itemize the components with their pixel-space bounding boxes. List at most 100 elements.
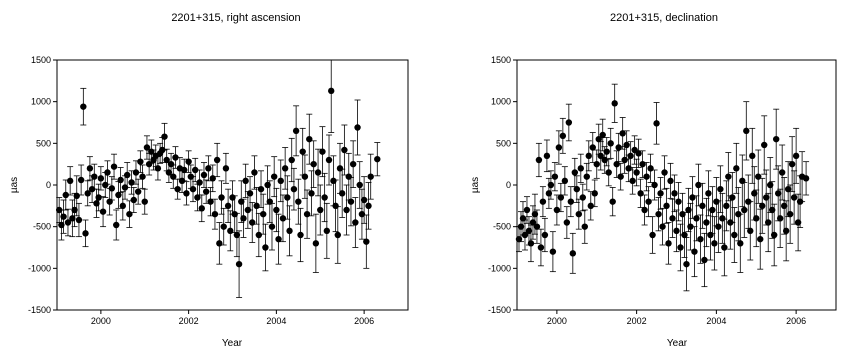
data-point (257, 185, 265, 193)
data-point (292, 127, 300, 135)
data-point (306, 135, 313, 143)
data-point (786, 210, 794, 218)
x-tick-label: 2004 (706, 316, 726, 326)
data-point (264, 181, 271, 189)
data-point (275, 235, 282, 243)
data-point (328, 87, 335, 95)
data-point (240, 215, 247, 222)
data-point (181, 166, 188, 174)
data-point (715, 223, 722, 230)
data-point (581, 223, 588, 230)
data-point (591, 190, 598, 197)
data-point (609, 198, 616, 205)
data-point (687, 223, 694, 230)
data-point (571, 169, 579, 176)
data-point (699, 202, 706, 210)
data-point (299, 148, 306, 155)
data-point (134, 188, 142, 195)
data-point (108, 185, 116, 192)
data-point (595, 135, 602, 143)
data-point (535, 156, 543, 164)
data-point (102, 181, 109, 189)
data-point (356, 181, 363, 189)
data-point (192, 166, 199, 174)
x-tick-label: 2002 (627, 316, 647, 326)
data-point (729, 194, 736, 201)
data-point (723, 202, 730, 210)
data-point (354, 124, 361, 131)
data-point (119, 202, 127, 210)
data-point (288, 156, 295, 164)
data-point (543, 152, 551, 160)
data-point (557, 194, 565, 201)
y-tick-label: -1000 (28, 263, 51, 273)
data-point (317, 206, 324, 214)
data-point (589, 144, 596, 151)
data-point (227, 227, 234, 235)
data-point (80, 103, 87, 110)
x-tick-label: 2002 (179, 316, 199, 326)
data-point (297, 231, 304, 239)
data-point (86, 165, 94, 172)
data-point (523, 206, 531, 214)
data-point (126, 210, 133, 218)
data-point (270, 173, 278, 180)
data-point (77, 176, 85, 184)
x-tick-label: 2006 (786, 316, 806, 326)
data-point (802, 175, 810, 182)
data-point (635, 150, 642, 157)
data-point (747, 227, 754, 235)
data-point (161, 133, 168, 140)
x-axis-label: Year (667, 338, 688, 349)
data-point (137, 158, 144, 165)
data-point (717, 185, 724, 193)
data-point (308, 190, 315, 197)
data-point (174, 185, 181, 193)
data-point (741, 206, 748, 214)
data-point (753, 215, 760, 222)
data-point (110, 163, 118, 170)
data-point (279, 215, 287, 222)
data-point (749, 152, 756, 160)
data-point (58, 221, 65, 229)
data-point (603, 148, 610, 155)
data-point (115, 191, 122, 199)
data-point (665, 240, 672, 247)
data-point (695, 181, 702, 189)
data-point (238, 198, 245, 205)
data-point (643, 173, 650, 180)
data-point (363, 238, 370, 245)
data-point (737, 240, 744, 247)
data-point (165, 169, 173, 176)
data-point (772, 135, 780, 143)
data-point (303, 210, 311, 218)
data-point (113, 221, 120, 229)
data-point (218, 194, 225, 201)
data-point (709, 206, 716, 214)
data-point (637, 190, 644, 197)
data-point (759, 202, 766, 210)
data-point (778, 169, 786, 176)
data-point (66, 177, 74, 185)
data-point (549, 248, 557, 255)
data-point (663, 202, 670, 210)
data-point (765, 219, 772, 226)
data-point (235, 260, 243, 268)
data-point (99, 208, 107, 215)
data-point (273, 206, 280, 214)
data-point (623, 141, 630, 149)
data-point (189, 185, 197, 193)
data-point (770, 231, 778, 239)
data-point (211, 210, 219, 218)
data-point (561, 177, 569, 185)
data-point (725, 173, 732, 180)
y-axis-ticks: -1500 -1000 -500 0 500 1000 1500 (488, 55, 517, 315)
data-point (645, 198, 652, 205)
data-point (607, 140, 614, 147)
data-point (675, 198, 682, 205)
data-point (701, 256, 708, 264)
data-point (242, 177, 249, 185)
data-point (649, 231, 656, 239)
data-point (205, 165, 212, 172)
data-point (583, 173, 590, 180)
